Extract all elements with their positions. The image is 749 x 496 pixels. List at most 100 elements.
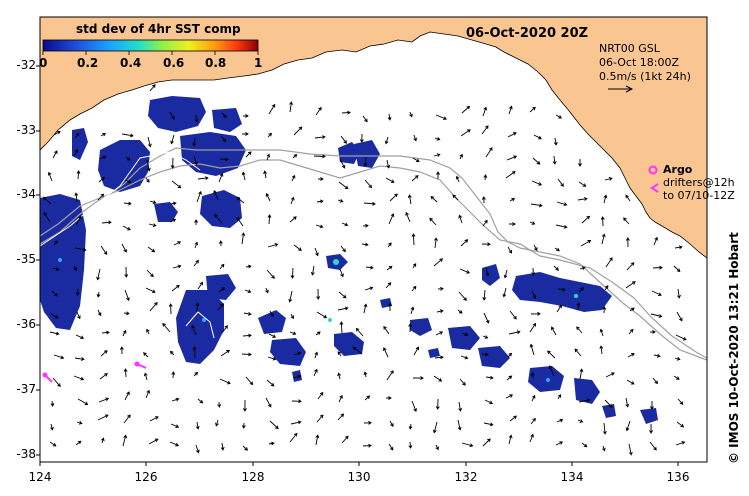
current-arrow — [313, 368, 318, 377]
current-arrow — [508, 105, 513, 115]
current-arrow — [457, 419, 462, 431]
current-arrow — [122, 434, 128, 447]
current-arrow — [673, 265, 681, 273]
current-arrow — [195, 444, 200, 454]
current-arrow — [408, 423, 413, 430]
current-arrow — [529, 433, 534, 443]
current-arrow — [435, 331, 444, 336]
current-arrow — [649, 441, 657, 451]
current-arrow — [171, 371, 176, 379]
current-arrow — [649, 330, 656, 334]
shelf-contours — [40, 147, 707, 361]
current-arrow — [98, 397, 110, 403]
current-arrow — [625, 237, 630, 248]
current-arrow — [530, 417, 536, 425]
current-arrow — [458, 214, 463, 224]
current-arrow — [385, 282, 392, 289]
current-arrow — [147, 246, 156, 253]
current-arrow — [363, 371, 368, 378]
current-arrow — [290, 420, 302, 425]
current-arrow — [581, 215, 591, 224]
current-arrow — [434, 237, 438, 249]
current-arrow — [435, 114, 448, 121]
current-arrow — [74, 247, 87, 252]
current-arrow — [529, 106, 536, 113]
current-arrow — [675, 440, 686, 446]
current-arrow — [557, 178, 564, 187]
current-arrow — [220, 135, 227, 142]
current-arrow — [625, 397, 630, 408]
current-arrow — [75, 288, 80, 296]
current-arrow — [547, 350, 556, 359]
current-arrow — [457, 309, 463, 314]
current-arrow — [577, 419, 584, 423]
current-arrow — [387, 113, 392, 121]
current-arrow — [412, 157, 420, 163]
current-arrow — [362, 223, 369, 228]
current-arrow — [43, 211, 51, 223]
current-arrow — [485, 147, 493, 158]
current-arrow — [429, 217, 437, 226]
current-arrow — [383, 347, 389, 358]
current-arrow — [533, 134, 542, 140]
current-arrow — [435, 398, 440, 410]
current-arrow — [220, 349, 231, 357]
current-arrow — [408, 441, 413, 449]
current-arrow — [218, 172, 224, 183]
current-arrow — [268, 441, 275, 446]
lon-label: 126 — [134, 470, 158, 484]
current-arrow — [460, 355, 469, 360]
current-arrow — [359, 133, 364, 143]
current-arrow — [123, 368, 128, 378]
current-arrow — [193, 371, 199, 377]
current-arrow — [170, 134, 175, 145]
current-arrow — [292, 374, 302, 379]
sst-sd-high-specks — [58, 258, 578, 382]
current-arrow — [405, 211, 411, 223]
current-arrow — [506, 155, 518, 161]
current-arrow — [170, 423, 180, 428]
current-arrow — [576, 302, 581, 311]
current-arrow — [74, 357, 85, 361]
current-arrow — [149, 301, 158, 312]
current-arrow — [362, 443, 372, 448]
current-arrow — [460, 129, 471, 137]
current-arrow — [337, 199, 344, 203]
plot-frame — [39, 16, 708, 463]
current-arrow — [217, 401, 222, 408]
current-arrow — [101, 220, 112, 225]
current-arrow — [148, 438, 159, 445]
current-arrow — [509, 415, 517, 422]
current-arrow — [389, 420, 394, 427]
current-arrow — [218, 240, 223, 247]
current-arrow — [289, 432, 298, 443]
colorbar-tick-label: 0.6 — [163, 56, 185, 70]
current-arrow — [625, 281, 636, 289]
current-arrow — [412, 376, 424, 380]
current-arrow — [626, 379, 635, 385]
current-arrow — [149, 416, 159, 422]
current-arrow — [652, 377, 658, 385]
land — [40, 17, 707, 259]
current-arrow — [337, 413, 345, 421]
current-arrow — [383, 325, 390, 335]
current-arrow — [605, 372, 615, 378]
current-arrow — [122, 225, 131, 231]
current-arrow — [97, 193, 105, 201]
current-arrow — [556, 304, 562, 313]
current-arrow — [120, 346, 124, 355]
lon-label: 130 — [347, 470, 371, 484]
current-legend-scale: 0.5m/s (1kt 24h) — [599, 70, 691, 83]
current-arrow — [363, 303, 368, 314]
current-arrow — [52, 377, 61, 387]
current-arrow — [604, 176, 613, 181]
current-arrow — [482, 106, 488, 117]
current-arrow — [601, 233, 606, 245]
current-arrow — [265, 287, 269, 294]
current-arrow — [459, 268, 470, 274]
current-arrow — [289, 216, 297, 223]
current-arrow — [625, 420, 631, 432]
current-arrow — [503, 269, 508, 279]
current-arrow — [386, 265, 393, 271]
